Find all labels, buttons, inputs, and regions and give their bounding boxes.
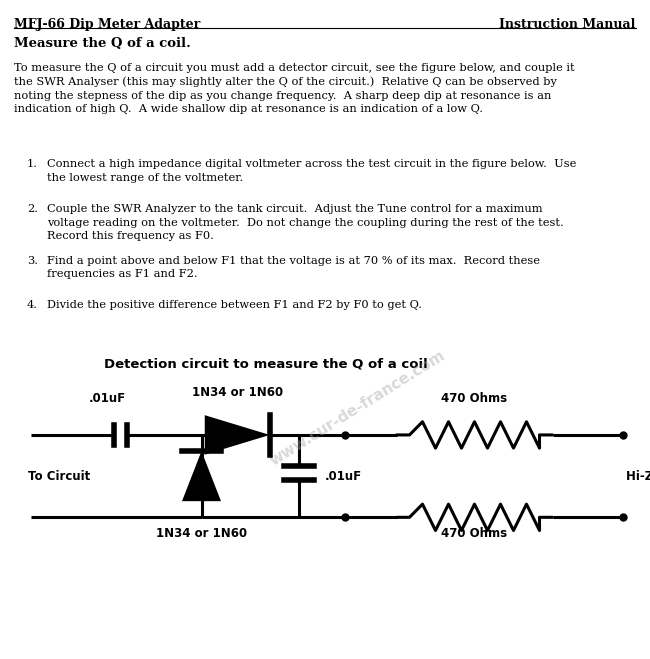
Text: 470 Ohms: 470 Ohms [441,527,508,540]
Text: 470 Ohms: 470 Ohms [441,392,508,405]
Text: Find a point above and below F1 that the voltage is at 70 % of its max.  Record : Find a point above and below F1 that the… [47,256,540,279]
Text: Hi-Z Voltmeter: Hi-Z Voltmeter [626,470,650,482]
Text: 1N34 or 1N60: 1N34 or 1N60 [156,527,247,540]
Text: 1N34 or 1N60: 1N34 or 1N60 [192,386,283,399]
Text: 3.: 3. [27,256,38,266]
Text: www.cur-de-france.com: www.cur-de-france.com [267,348,448,469]
Polygon shape [205,415,270,455]
Text: 2.: 2. [27,204,38,214]
Text: .01uF: .01uF [88,392,126,405]
Text: Divide the positive difference between F1 and F2 by F0 to get Q.: Divide the positive difference between F… [47,300,422,310]
Text: To Circuit: To Circuit [28,470,90,482]
Text: Measure the Q of a coil.: Measure the Q of a coil. [14,37,191,50]
Polygon shape [182,451,221,501]
Text: Couple the SWR Analyzer to the tank circuit.  Adjust the Tune control for a maxi: Couple the SWR Analyzer to the tank circ… [47,204,564,241]
Text: Detection circuit to measure the Q of a coil: Detection circuit to measure the Q of a … [104,357,428,370]
Text: .01uF: .01uF [325,470,362,482]
Text: 1.: 1. [27,159,38,169]
Text: 4.: 4. [27,300,38,310]
Text: To measure the Q of a circuit you must add a detector circuit, see the figure be: To measure the Q of a circuit you must a… [14,63,575,114]
Text: MFJ-66 Dip Meter Adapter: MFJ-66 Dip Meter Adapter [14,18,201,32]
Text: Connect a high impedance digital voltmeter across the test circuit in the figure: Connect a high impedance digital voltmet… [47,159,576,183]
Text: Instruction Manual: Instruction Manual [499,18,636,32]
